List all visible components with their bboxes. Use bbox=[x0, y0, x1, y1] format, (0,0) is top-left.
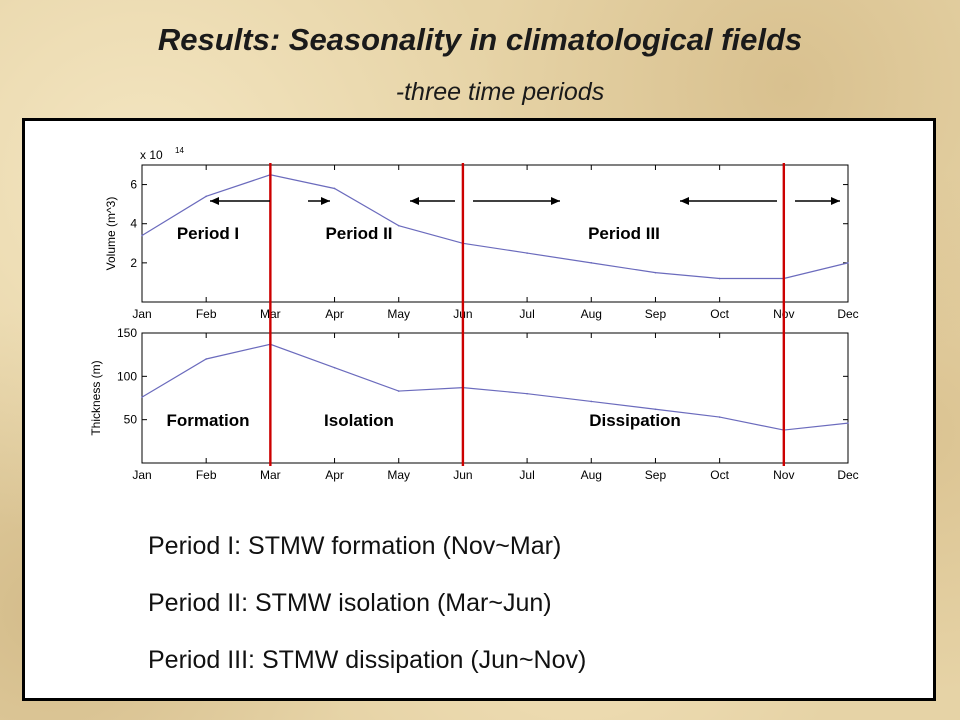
volume-x-tick-label: Oct bbox=[710, 307, 729, 321]
period-3-description: Period III: STMW dissipation (Jun~Nov) bbox=[148, 646, 587, 674]
thickness-y-tick-label: 50 bbox=[124, 413, 138, 427]
volume-x-tick-label: Aug bbox=[581, 307, 602, 321]
thickness-x-tick-label: Jul bbox=[519, 468, 534, 482]
thickness-x-tick-label: Oct bbox=[710, 468, 729, 482]
thickness-period-label: Isolation bbox=[324, 411, 394, 430]
period-2-description: Period II: STMW isolation (Mar~Jun) bbox=[148, 589, 552, 617]
volume-x-tick-label: Feb bbox=[196, 307, 217, 321]
thickness-y-axis-label: Thickness (m) bbox=[89, 360, 103, 435]
thickness-data-point bbox=[847, 422, 849, 424]
thickness-period-label: Formation bbox=[166, 411, 249, 430]
thickness-x-tick-label: Jan bbox=[132, 468, 151, 482]
thickness-y-tick-label: 100 bbox=[117, 369, 137, 383]
volume-x-tick-label: May bbox=[387, 307, 410, 321]
thickness-data-point bbox=[333, 366, 336, 369]
thickness-x-tick-label: Sep bbox=[645, 468, 667, 482]
thickness-data-point bbox=[654, 408, 657, 411]
thickness-data-point bbox=[205, 358, 207, 360]
volume-period-label: Period III bbox=[588, 224, 660, 243]
volume-exponent-power: 14 bbox=[175, 146, 184, 155]
thickness-y-tick-label: 150 bbox=[117, 326, 137, 340]
volume-exponent-label: x 10 bbox=[140, 148, 163, 162]
volume-x-tick-label: Sep bbox=[645, 307, 667, 321]
slide-title: Results: Seasonality in climatological f… bbox=[157, 22, 803, 57]
thickness-period-label: Dissipation bbox=[589, 411, 681, 430]
volume-series-line bbox=[141, 174, 849, 280]
thickness-data-point bbox=[590, 400, 593, 403]
thickness-x-tick-label: Feb bbox=[196, 468, 217, 482]
volume-data-point bbox=[397, 224, 400, 227]
volume-y-tick-label: 4 bbox=[130, 217, 137, 231]
volume-data-point bbox=[590, 262, 593, 264]
thickness-x-tick-label: May bbox=[387, 468, 410, 482]
thickness-data-point bbox=[397, 390, 400, 392]
volume-x-tick-label: Jan bbox=[132, 307, 151, 321]
volume-data-point bbox=[718, 277, 721, 280]
period-2-right-arrow-head bbox=[551, 197, 560, 205]
volume-period-label: Period I bbox=[177, 224, 239, 243]
volume-data-point bbox=[205, 195, 207, 198]
thickness-x-tick-label: Aug bbox=[581, 468, 602, 482]
volume-data-point bbox=[526, 252, 528, 254]
volume-axes-box bbox=[141, 164, 849, 303]
thickness-data-point bbox=[526, 392, 528, 395]
volume-x-tick-label: Jul bbox=[519, 307, 534, 321]
volume-data-point bbox=[654, 271, 657, 274]
volume-y-tick-label: 6 bbox=[130, 178, 137, 192]
period-1-description: Period I: STMW formation (Nov~Mar) bbox=[148, 532, 562, 560]
thickness-x-tick-label: Jun bbox=[453, 468, 472, 482]
thickness-x-tick-label: Apr bbox=[325, 468, 344, 482]
volume-data-point bbox=[141, 234, 143, 237]
volume-y-tick-label: 2 bbox=[130, 256, 137, 270]
thickness-data-point bbox=[718, 416, 721, 418]
volume-period-label: Period II bbox=[325, 224, 392, 243]
thickness-x-tick-label: Mar bbox=[260, 468, 281, 482]
seasonality-figure: Jan Feb Mar Apr May Jun Jul Aug Sep Oct Nov Dec 2 4 6V… bbox=[89, 146, 859, 482]
thickness-series-line bbox=[141, 343, 849, 431]
thickness-x-tick-label: Dec bbox=[837, 468, 858, 482]
period-1-right-arrow-head bbox=[321, 197, 330, 205]
thickness-x-tick-label: Nov bbox=[773, 468, 794, 482]
volume-x-tick-label: Dec bbox=[837, 307, 858, 321]
thickness-data-point bbox=[141, 396, 143, 398]
period-3-left-arrow-head bbox=[680, 197, 689, 205]
period-2-left-arrow-head bbox=[410, 197, 419, 205]
volume-data-point bbox=[847, 262, 849, 264]
figure-panel: Jan Feb Mar Apr May Jun Jul Aug Sep Oct Nov Dec 2 4 6V… bbox=[22, 118, 936, 701]
slide-subtitle: -three time periods bbox=[395, 78, 605, 106]
volume-y-axis-label: Volume (m^3) bbox=[104, 197, 118, 271]
thickness-axes-box bbox=[141, 332, 849, 464]
volume-data-point bbox=[333, 187, 336, 190]
period-1-left-arrow-head bbox=[210, 197, 219, 205]
period-3-right-arrow-head bbox=[831, 197, 840, 205]
volume-x-tick-label: Apr bbox=[325, 307, 344, 321]
